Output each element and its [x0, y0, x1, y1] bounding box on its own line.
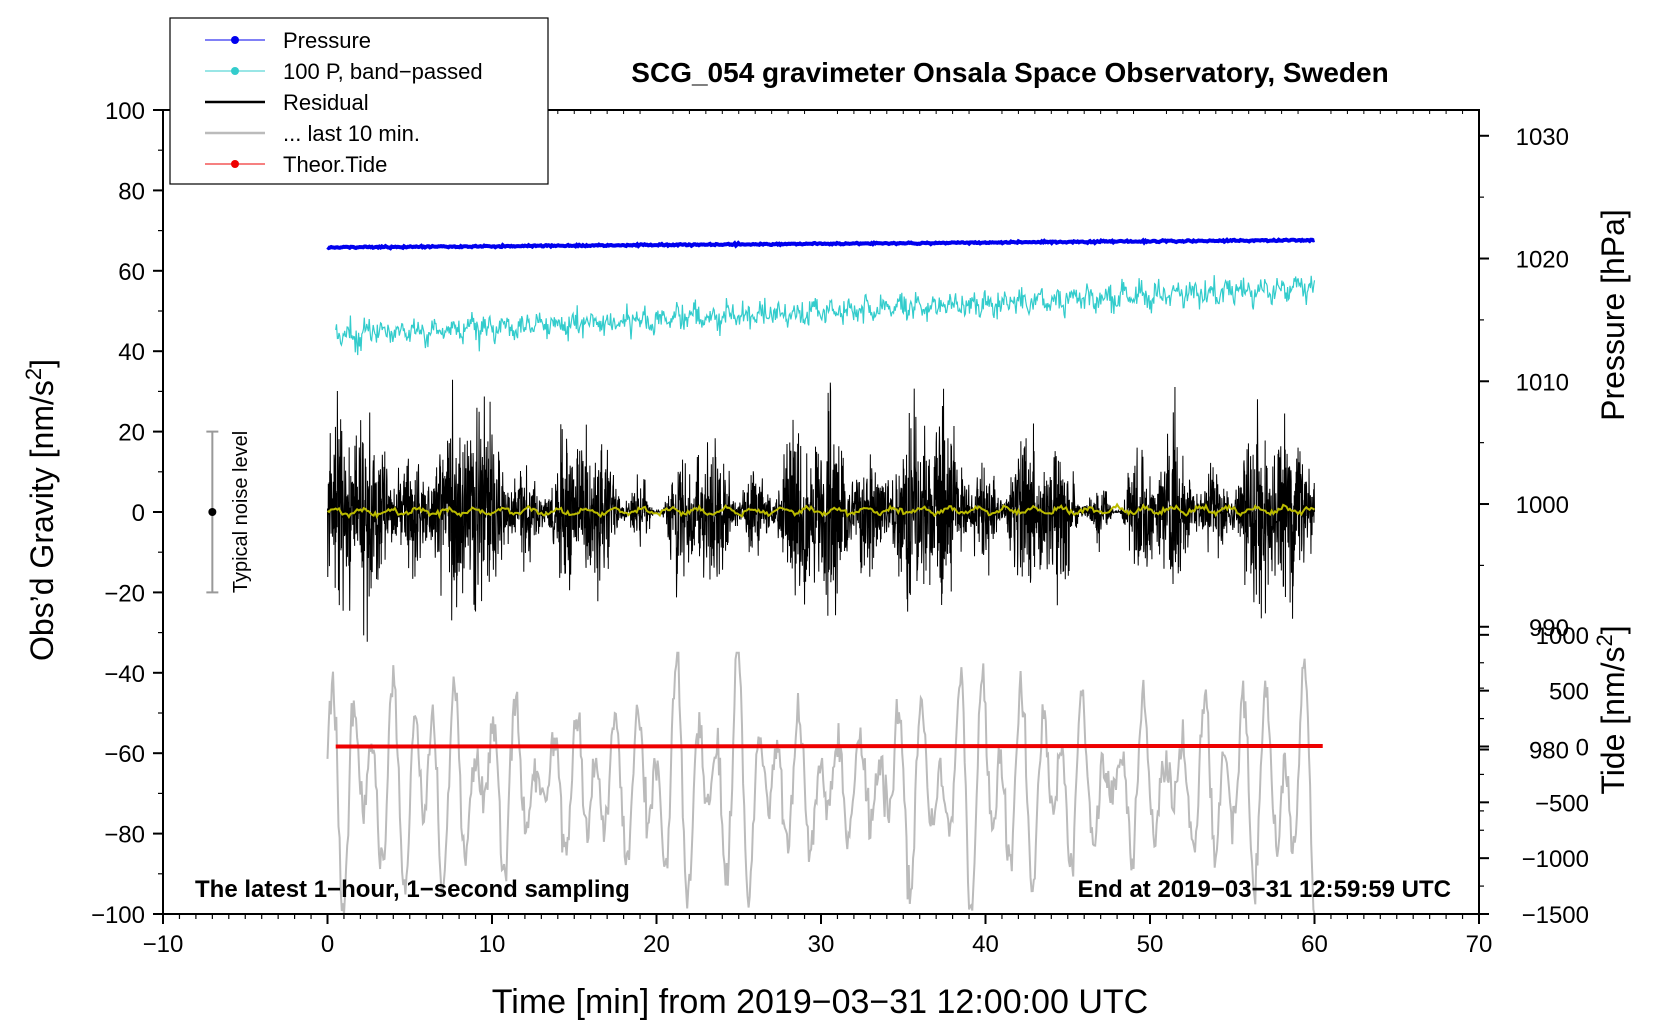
series-pressure — [326, 237, 1315, 251]
legend-item-pressure: Pressure — [205, 28, 371, 53]
y-tick-label: 80 — [118, 178, 145, 205]
noise-bar-center — [208, 508, 217, 516]
legend-item-residual: Residual — [205, 90, 369, 115]
legend-label: Residual — [283, 90, 369, 115]
y-axis-label-left: Obs’d Gravity [nm/s2] — [21, 359, 61, 661]
y-tick-label: −80 — [104, 822, 145, 849]
x-tick-label: 20 — [643, 931, 670, 958]
y-tick-label: 0 — [132, 500, 145, 527]
series-last-10-min — [326, 651, 1316, 914]
pressure-tick-label: 1030 — [1516, 124, 1569, 151]
bottom-left-annotation: The latest 1−hour, 1−second sampling — [195, 876, 630, 903]
legend-label: ... last 10 min. — [283, 121, 420, 146]
x-tick-label: 30 — [808, 931, 835, 958]
tide-tick-label: −500 — [1535, 790, 1589, 817]
axes-layer: −10 0 10 20 30 40 50 60 70−100−80−60−40−20020406… — [91, 98, 1589, 958]
noise-bar — [206, 430, 219, 594]
legend-marker — [231, 67, 239, 75]
pressure-tick-label: 1020 — [1516, 247, 1569, 274]
x-tick-label: 40 — [972, 931, 999, 958]
series-residual-smoothed — [326, 502, 1316, 520]
legend-item-theor-tide: Theor.Tide — [205, 152, 387, 177]
y-tick-label: −40 — [104, 661, 145, 688]
legend-label: 100 P, band−passed — [283, 59, 483, 84]
tide-tick-label: 1000 — [1536, 623, 1589, 650]
pressure-tick-label: 980 — [1529, 738, 1569, 765]
tide-tick-label: −1000 — [1522, 846, 1589, 873]
y-tick-label: 100 — [105, 98, 145, 125]
series-band-passed — [335, 275, 1316, 356]
legend-item-band-passed: 100 P, band−passed — [205, 59, 483, 84]
x-tick-label: 60 — [1301, 931, 1328, 958]
bottom-right-annotation: End at 2019−03−31 12:59:59 UTC — [1077, 876, 1451, 903]
pressure-tick-label: 1000 — [1516, 492, 1569, 519]
x-tick-label: 0 — [321, 931, 334, 958]
legend-label: Pressure — [283, 28, 371, 53]
legend-item-last-10-min: ... last 10 min. — [205, 121, 420, 146]
x-tick-label: 50 — [1137, 931, 1164, 958]
y-tick-label: 60 — [118, 259, 145, 286]
legend-label: Theor.Tide — [283, 152, 387, 177]
y-tick-label: −100 — [91, 902, 145, 929]
x-axis-label: Time [min] from 2019−03−31 12:00:00 UTC — [492, 983, 1148, 1020]
y-tick-label: −20 — [104, 580, 145, 607]
series-theor-tide — [335, 743, 1323, 749]
pressure-tick-label: 1010 — [1516, 369, 1569, 396]
y-tick-label: 40 — [118, 339, 145, 366]
legend-marker — [231, 36, 239, 44]
series-layer — [326, 237, 1323, 914]
x-tick-label: 10 — [479, 931, 506, 958]
legend: Pressure 100 P, band−passed Residual ...… — [169, 17, 549, 185]
x-tick-label: 70 — [1466, 931, 1493, 958]
legend-marker — [231, 160, 239, 168]
y-axis-label-pressure: Pressure [hPa] — [1595, 209, 1631, 421]
y-tick-label: −60 — [104, 741, 145, 768]
chart-title: SCG_054 gravimeter Onsala Space Observat… — [631, 57, 1388, 88]
series-residual — [327, 379, 1315, 642]
x-tick-label: −10 — [143, 931, 184, 958]
tide-tick-label: −1500 — [1522, 902, 1589, 929]
y-tick-label: 20 — [118, 420, 145, 447]
noise-bar-label: Typical noise level — [230, 431, 252, 593]
y-axis-label-tide: Tide [nm/s2] — [1592, 625, 1632, 794]
pressure-tick-label: 990 — [1529, 615, 1569, 642]
tide-tick-label: 500 — [1549, 679, 1589, 706]
tide-tick-label: 0 — [1576, 735, 1589, 762]
